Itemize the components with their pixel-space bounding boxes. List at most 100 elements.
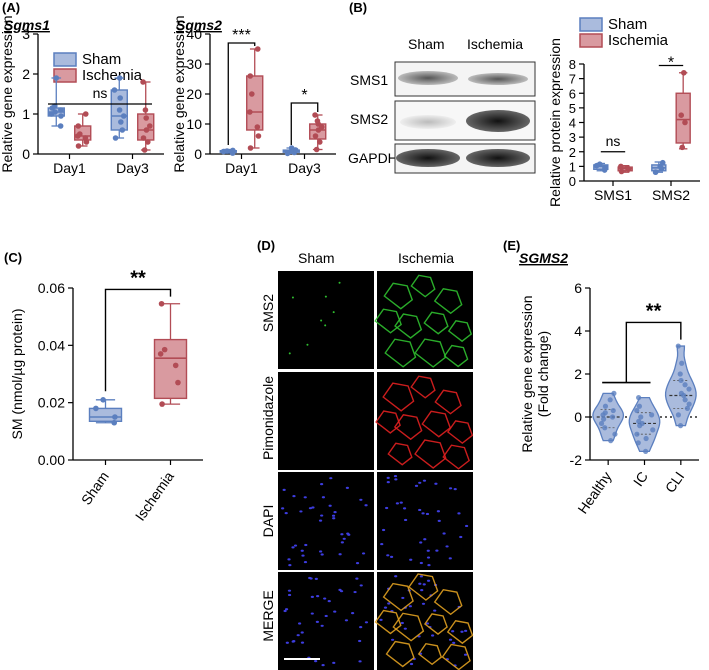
cell-outline (393, 414, 423, 441)
chart-title: Sgms1 (4, 17, 50, 33)
micrograph-dapi-ischemia (377, 472, 473, 570)
data-point (624, 165, 631, 171)
nucleus (457, 512, 461, 515)
cell-outline (387, 442, 413, 466)
data-point (254, 46, 261, 52)
nucleus (364, 504, 368, 507)
data-point (159, 401, 165, 407)
cell-outline (374, 609, 402, 635)
cell-outline (417, 642, 443, 666)
data-point (652, 169, 659, 176)
data-point (140, 135, 147, 141)
nucleus (339, 590, 344, 593)
nucleus (418, 582, 422, 585)
data-point (677, 423, 684, 429)
nucleus (355, 577, 359, 580)
micrograph-sms2-ischemia (377, 271, 473, 369)
nucleus (380, 542, 384, 546)
cell-outline (408, 573, 439, 601)
cell-outline (423, 613, 448, 635)
nucleus (426, 579, 431, 582)
nucleus (346, 532, 350, 535)
cell-outline (382, 582, 414, 612)
data-point (618, 163, 624, 170)
nucleus (414, 484, 419, 487)
panel-label-c: (C) (4, 250, 22, 265)
nucleus (323, 597, 327, 600)
data-point (677, 371, 683, 377)
data-point (649, 412, 655, 418)
nucleus (328, 504, 332, 507)
nucleus (452, 641, 456, 644)
x-tick-label: Sham (78, 469, 112, 508)
nucleus (463, 653, 468, 656)
nucleus (300, 631, 304, 634)
nucleus (292, 640, 296, 643)
blot-col-ischemia: Ischemia (467, 36, 523, 52)
data-point (52, 109, 58, 115)
nucleus (291, 546, 295, 549)
significance-bracket (227, 42, 256, 145)
data-point (686, 386, 692, 392)
nucleus (379, 618, 383, 621)
speck (324, 295, 327, 298)
panel-label-e: (E) (503, 238, 520, 253)
data-point (682, 397, 688, 403)
y-tick-label: 4 (569, 116, 576, 131)
data-point (682, 382, 688, 388)
data-point (618, 168, 625, 175)
band-gapdh-sham (396, 149, 460, 167)
x-tick-label: Healthy (574, 469, 614, 517)
data-point (634, 431, 640, 437)
y-tick-label: 0 (22, 146, 30, 162)
significance-bracket (625, 321, 682, 383)
panel-label-b: (B) (349, 0, 367, 15)
nucleus (299, 510, 303, 513)
micrograph-pimonidazole-sham (278, 372, 374, 470)
y-axis-label: Relative protein expression (547, 38, 563, 207)
data-point (111, 419, 118, 426)
nucleus (340, 533, 344, 536)
chart-title: SGMS2 (519, 250, 568, 266)
data-point (140, 79, 146, 85)
y-tick-label: 30 (186, 56, 202, 72)
data-point (284, 150, 291, 157)
nucleus (288, 564, 292, 567)
band-sms2-sham (400, 115, 456, 129)
nucleus (391, 638, 395, 641)
nucleus (464, 629, 468, 632)
data-point (678, 377, 684, 384)
data-point (634, 407, 640, 414)
x-tick-label: SMS2 (652, 187, 690, 203)
nucleus (358, 660, 362, 663)
nucleus (448, 487, 453, 490)
data-point (247, 145, 254, 151)
nucleus (304, 543, 308, 547)
nucleus (436, 510, 441, 513)
data-point (612, 431, 618, 437)
nucleus (383, 606, 388, 609)
speck (324, 324, 327, 327)
y-tick-label: 1 (569, 159, 576, 174)
nucleus (298, 622, 302, 625)
nucleus (320, 514, 324, 517)
microscopy-panel: Sham Ischemia SMS2 Pimonidazole DAPI MER… (260, 250, 474, 670)
data-point (636, 418, 642, 424)
cell-outline (410, 375, 436, 399)
data-point (635, 440, 641, 446)
cell-outline (446, 619, 474, 645)
data-point (230, 147, 236, 154)
data-point (607, 397, 613, 403)
data-point (610, 407, 616, 414)
data-point (175, 379, 181, 386)
panel-label-a: (A) (2, 0, 20, 15)
data-point (682, 119, 688, 126)
y-axis-label: (Fold change) (535, 331, 551, 417)
nucleus (394, 478, 398, 481)
data-point (112, 414, 118, 420)
nucleus (442, 532, 446, 535)
data-point (643, 448, 649, 454)
cell-outline (374, 308, 402, 334)
legend-b-sham-swatch (579, 17, 603, 32)
